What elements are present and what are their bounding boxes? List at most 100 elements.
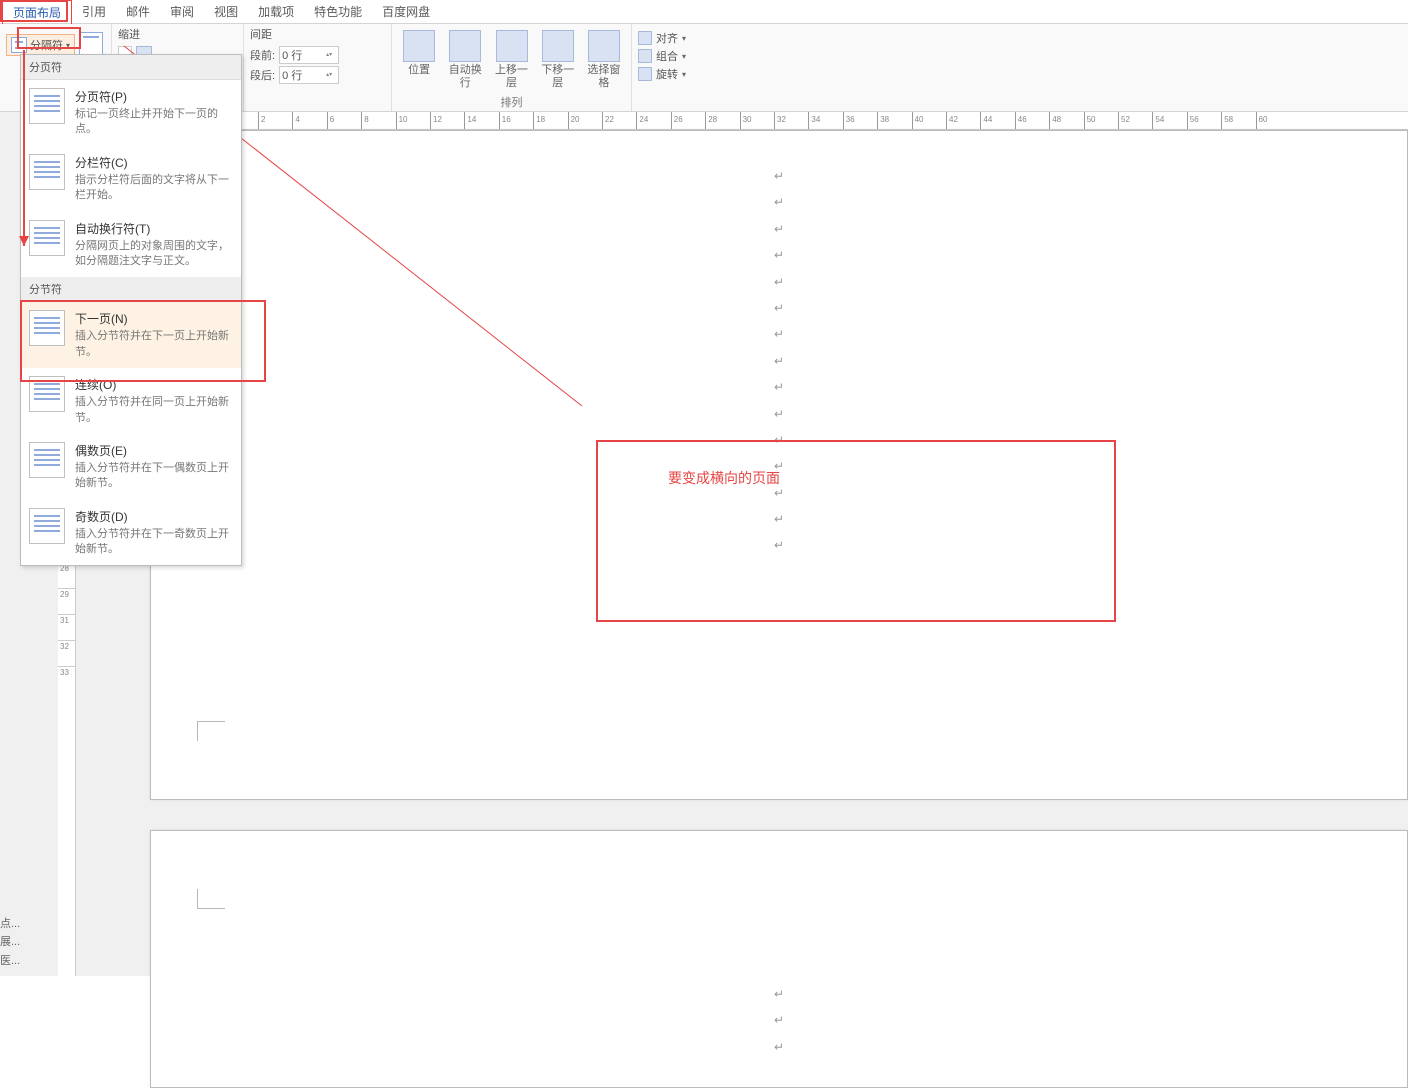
status-line: 点... — [0, 915, 20, 934]
bring-forward-button[interactable]: 上移一层 — [490, 26, 532, 94]
group-title-arrange: 排列 — [398, 94, 625, 112]
paragraph-mark: ↵ — [151, 1034, 1407, 1060]
paragraph-mark: ↵ — [151, 348, 1407, 374]
dropdown-item-4[interactable]: 连续(O) 插入分节符并在同一页上开始新节。 — [21, 368, 241, 434]
breaks-icon — [11, 37, 27, 53]
menu-bar: 页面布局引用邮件审阅视图加载项特色功能百度网盘 — [0, 0, 1408, 24]
dropdown-item-title: 自动换行符(T) — [75, 220, 233, 237]
paragraph-mark: ↵ — [151, 163, 1407, 189]
spacing-after-input[interactable]: 0 行 ▴▾ — [279, 66, 339, 84]
bring-forward-icon — [496, 30, 528, 62]
dropdown-item-6[interactable]: 奇数页(D) 插入分节符并在下一奇数页上开始新节。 — [21, 500, 241, 566]
before-label: 段前: — [250, 47, 275, 63]
paragraph-mark: ↵ — [151, 189, 1407, 215]
wrap-button[interactable]: 自动换行 — [444, 26, 486, 94]
dropdown-item-icon — [29, 310, 65, 346]
dropdown-item-desc: 标记一页终止并开始下一页的点。 — [75, 107, 233, 138]
breaks-dropdown: 分页符分页符(P) 标记一页终止并开始下一页的点。分栏符(C) 指示分栏符后面的文字… — [20, 54, 242, 566]
ribbon-group-arrange: 位置 自动换行 上移一层 下移一层 选择窗格 排列 — [392, 24, 632, 111]
dropdown-item-icon — [29, 442, 65, 478]
send-backward-button[interactable]: 下移一层 — [537, 26, 579, 94]
paragraph-mark: ↵ — [151, 1007, 1407, 1033]
status-line: 展... — [0, 933, 20, 952]
status-hints: 点...展...医... — [0, 915, 20, 971]
chevron-down-icon: ▾ — [66, 41, 70, 50]
page-content: ↵↵↵ — [151, 981, 1407, 1060]
wrap-icon — [449, 30, 481, 62]
dropdown-item-icon — [29, 88, 65, 124]
dropdown-item-title: 连续(O) — [75, 376, 233, 393]
paragraph-mark: ↵ — [151, 269, 1407, 295]
dropdown-section-header: 分页符 — [21, 55, 241, 80]
dropdown-item-icon — [29, 220, 65, 256]
dropdown-item-icon — [29, 508, 65, 544]
page-1[interactable]: ↵↵↵↵↵↵↵↵↵↵↵↵↵↵↵ — [150, 130, 1408, 800]
menu-tab-5[interactable]: 加载项 — [248, 0, 304, 23]
align-icon — [638, 31, 652, 45]
dropdown-item-desc: 分隔网页上的对象周围的文字，如分隔题注文字与正文。 — [75, 239, 233, 270]
rotate-icon — [638, 67, 652, 81]
paragraph-mark: ↵ — [151, 374, 1407, 400]
indent-label: 缩进 — [118, 26, 140, 42]
group-button[interactable]: 组合▾ — [638, 48, 696, 64]
paragraph-mark: ↵ — [151, 401, 1407, 427]
dropdown-item-title: 分栏符(C) — [75, 154, 233, 171]
menu-tab-4[interactable]: 视图 — [204, 0, 248, 23]
dropdown-item-title: 下一页(N) — [75, 310, 233, 327]
breaks-button[interactable]: 分隔符 ▾ — [6, 34, 75, 56]
dropdown-item-icon — [29, 376, 65, 412]
spacing-before-input[interactable]: 0 行 ▴▾ — [279, 46, 339, 64]
paragraph-mark: ↵ — [151, 506, 1407, 532]
rotate-button[interactable]: 旋转▾ — [638, 66, 696, 82]
dropdown-item-5[interactable]: 偶数页(E) 插入分节符并在下一偶数页上开始新节。 — [21, 434, 241, 500]
paragraph-mark: ↵ — [151, 216, 1407, 242]
group-icon — [638, 49, 652, 63]
dropdown-section-header: 分节符 — [21, 277, 241, 302]
spinner-arrows-icon: ▴▾ — [326, 52, 336, 58]
dropdown-item-title: 分页符(P) — [75, 88, 233, 105]
dropdown-item-2[interactable]: 自动换行符(T) 分隔网页上的对象周围的文字，如分隔题注文字与正文。 — [21, 212, 241, 278]
menu-tab-1[interactable]: 引用 — [72, 0, 116, 23]
selection-pane-button[interactable]: 选择窗格 — [583, 26, 625, 94]
paragraph-mark: ↵ — [151, 321, 1407, 347]
align-button[interactable]: 对齐▾ — [638, 30, 696, 46]
menu-tab-6[interactable]: 特色功能 — [304, 0, 372, 23]
dropdown-item-0[interactable]: 分页符(P) 标记一页终止并开始下一页的点。 — [21, 80, 241, 146]
dropdown-item-3[interactable]: 下一页(N) 插入分节符并在下一页上开始新节。 — [21, 302, 241, 368]
spacing-after-value: 0 行 — [282, 67, 302, 83]
margin-marker — [197, 889, 225, 909]
dropdown-item-desc: 插入分节符并在下一奇数页上开始新节。 — [75, 527, 233, 558]
paragraph-mark: ↵ — [151, 532, 1407, 558]
menu-tab-0[interactable]: 页面布局 — [2, 0, 72, 24]
page-2[interactable]: ↵↵↵ — [150, 830, 1408, 1088]
breaks-label: 分隔符 — [30, 37, 63, 53]
spacing-before-value: 0 行 — [282, 47, 302, 63]
status-line: 医... — [0, 952, 20, 971]
send-backward-icon — [542, 30, 574, 62]
dropdown-item-desc: 插入分节符并在同一页上开始新节。 — [75, 395, 233, 426]
dropdown-item-desc: 指示分栏符后面的文字将从下一栏开始。 — [75, 173, 233, 204]
dropdown-item-desc: 插入分节符并在下一偶数页上开始新节。 — [75, 461, 233, 492]
dropdown-item-1[interactable]: 分栏符(C) 指示分栏符后面的文字将从下一栏开始。 — [21, 146, 241, 212]
dropdown-item-desc: 插入分节符并在下一页上开始新节。 — [75, 329, 233, 360]
dropdown-item-title: 偶数页(E) — [75, 442, 233, 459]
ribbon-group-spacing: 间距 段前: 0 行 ▴▾ 段后: 0 行 ▴▾ — [244, 24, 392, 111]
menu-tab-2[interactable]: 邮件 — [116, 0, 160, 23]
menu-tab-7[interactable]: 百度网盘 — [372, 0, 440, 23]
page-content: ↵↵↵↵↵↵↵↵↵↵↵↵↵↵↵ — [151, 163, 1407, 559]
dropdown-item-title: 奇数页(D) — [75, 508, 233, 525]
dropdown-item-icon — [29, 154, 65, 190]
annotation-text: 要变成横向的页面 — [668, 468, 780, 488]
after-label: 段后: — [250, 67, 275, 83]
paragraph-mark: ↵ — [151, 295, 1407, 321]
margin-marker — [197, 721, 225, 741]
selection-pane-icon — [588, 30, 620, 62]
position-icon — [403, 30, 435, 62]
spacing-label: 间距 — [250, 29, 272, 41]
ribbon-group-align: 对齐▾ 组合▾ 旋转▾ — [632, 24, 702, 111]
position-button[interactable]: 位置 — [398, 26, 440, 81]
horizontal-ruler[interactable]: 2468101214161820222426283032343638404244… — [58, 112, 1408, 130]
paragraph-mark: ↵ — [151, 242, 1407, 268]
spinner-arrows-icon: ▴▾ — [326, 72, 336, 78]
menu-tab-3[interactable]: 审阅 — [160, 0, 204, 23]
